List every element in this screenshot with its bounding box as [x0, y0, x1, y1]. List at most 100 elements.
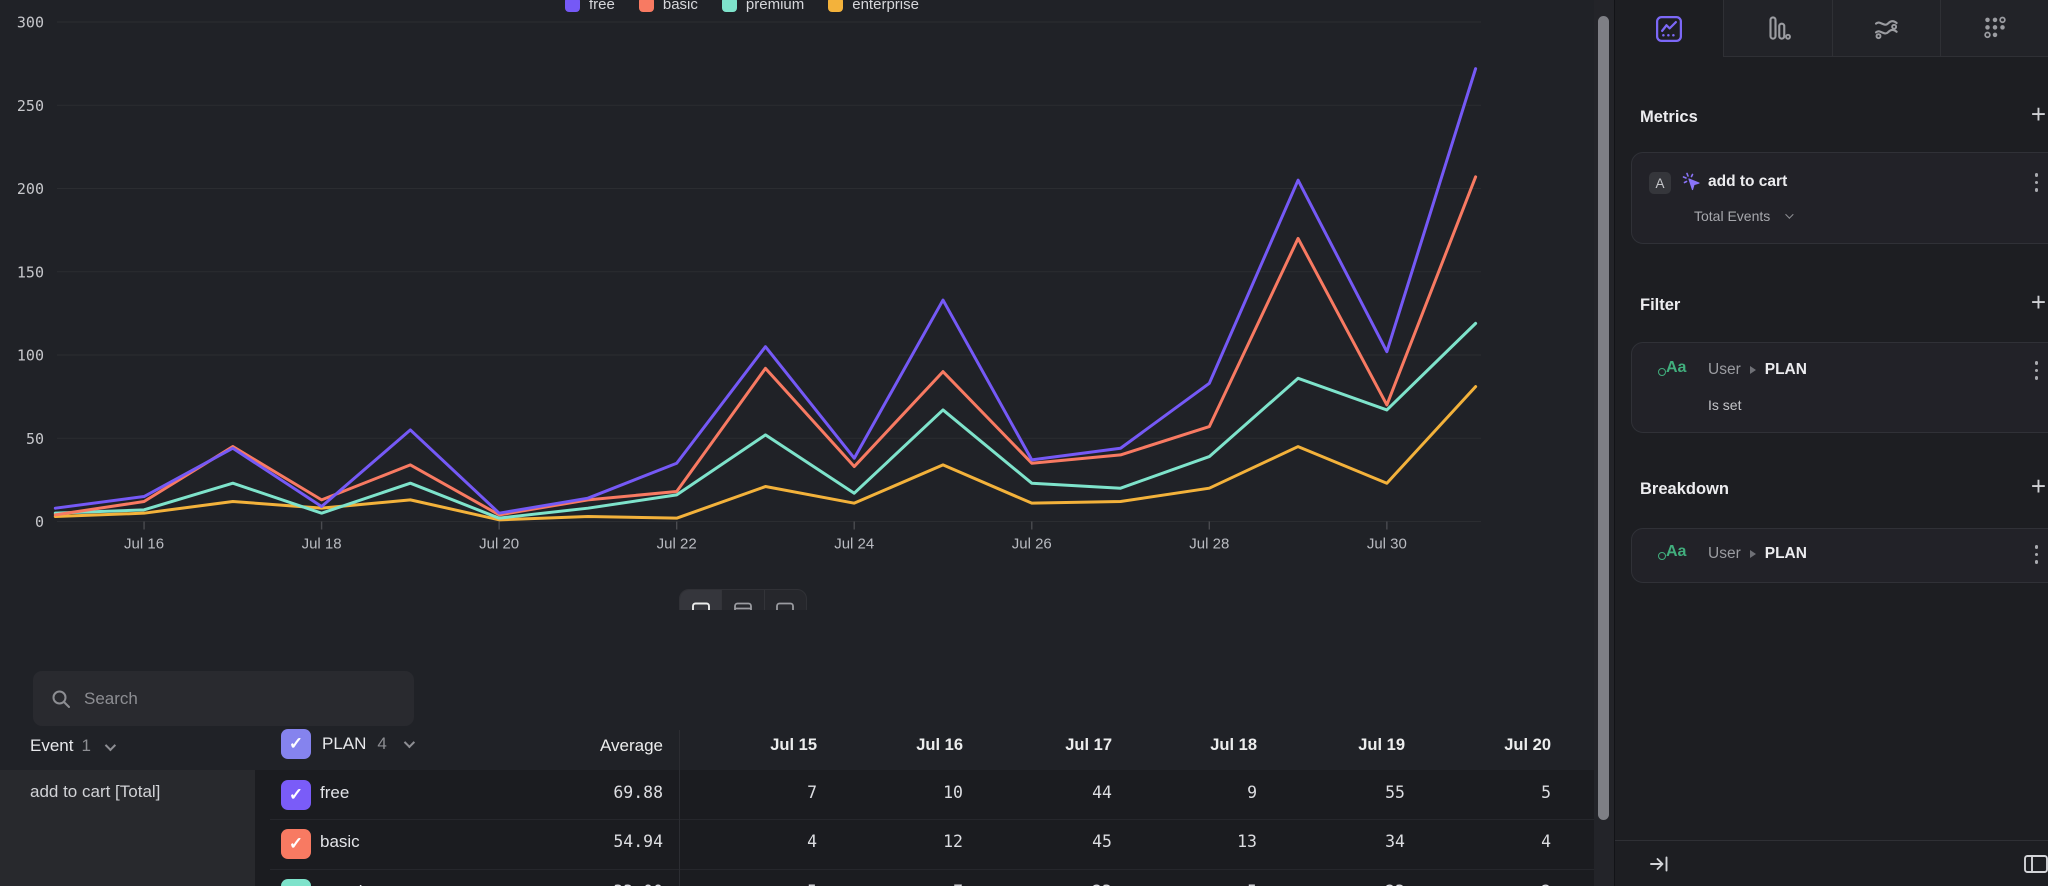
filter-menu-button[interactable] [2034, 361, 2038, 380]
plan-name: basic [320, 832, 360, 852]
layout-bottom-button[interactable] [765, 590, 806, 610]
series-line-premium[interactable] [53, 321, 1478, 520]
filter-property-name: PLAN [1764, 361, 1807, 378]
table-row-basic[interactable]: ✓ basic 54.94 4 12 45 13 34 4 [255, 819, 1594, 868]
filter-property[interactable]: User PLAN [1708, 361, 1807, 379]
cell-value: 12 [943, 832, 963, 852]
breakdown-menu-button[interactable] [2034, 545, 2038, 564]
cell-value: 34 [1385, 832, 1405, 852]
series-line-enterprise[interactable] [53, 385, 1478, 522]
date-column-header[interactable]: Jul 17 [1065, 736, 1112, 754]
row-divider [270, 868, 1594, 870]
search-input[interactable]: Search [33, 671, 414, 726]
plan-name: premium [320, 882, 386, 886]
average-column-header[interactable]: Average [599, 736, 663, 755]
chart-section: free basic premium enterprise 0 50 100 150 200 2… [0, 0, 1594, 610]
plan-row-checkbox[interactable]: ✓ [281, 780, 311, 810]
legend-item-enterprise[interactable]: enterprise [828, 0, 919, 13]
cell-value: 23 [1295, 882, 1405, 886]
metric-card[interactable]: A add to cart Total Events [1631, 152, 2048, 244]
legend-chip [565, 0, 580, 12]
plan-label: PLAN [322, 734, 367, 753]
tab-line-chart[interactable] [1615, 0, 1724, 57]
layout-split-button[interactable] [680, 590, 723, 610]
breakdown-card[interactable]: Aa User PLAN [1631, 528, 2048, 583]
legend-item-free[interactable]: free [565, 0, 615, 13]
layout-toggle [679, 589, 807, 610]
table-row-free[interactable]: ✓ free 69.88 7 10 44 9 55 5 [255, 770, 1594, 819]
split-horizontal-icon [691, 602, 710, 610]
event-dropdown[interactable]: Event 1 [30, 736, 117, 756]
cell-value: 7 [853, 882, 963, 886]
layout-columns-icon[interactable] [2023, 852, 2048, 876]
plan-dropdown[interactable]: ✓ PLAN 4 [281, 729, 415, 759]
legend-label: enterprise [852, 0, 919, 13]
string-property-icon: Aa [1657, 543, 1687, 560]
cell-value: 4 [1541, 832, 1551, 852]
event-total-label: add to cart [Total] [30, 782, 161, 801]
add-filter-button[interactable]: + [2030, 287, 2046, 317]
date-column-header[interactable]: Jul 15 [770, 736, 817, 754]
event-count: 1 [81, 736, 91, 755]
table-body: add to cart [Total] ✓ free 69.88 7 10 44 9 55 5 ✓… [0, 770, 1594, 886]
filter-condition[interactable]: Is set [1708, 397, 1742, 413]
y-axis-label: 250 [17, 97, 44, 115]
breakdown-entity: User [1708, 545, 1741, 562]
table-row-premium[interactable]: ✓ premium 33.00 5 7 23 5 23 2 [255, 868, 1594, 886]
series-line-free[interactable] [53, 67, 1478, 515]
event-total-cell[interactable]: add to cart [Total] [0, 770, 255, 886]
flows-icon [1875, 20, 1899, 40]
line-chart[interactable]: 0 50 100 150 200 250 300 Jul 16 Jul 18 Jul 20 Jul … [0, 0, 1594, 562]
x-axis-label: Jul 28 [1189, 536, 1229, 553]
date-column-header[interactable]: Jul 18 [1210, 736, 1257, 754]
x-axis-label: Jul 22 [657, 536, 697, 553]
metric-event-name: add to cart [1708, 173, 1788, 190]
breakdown-property[interactable]: User PLAN [1708, 545, 1807, 563]
cell-value: 4 [807, 832, 817, 852]
date-column-header[interactable]: Jul 16 [916, 736, 963, 754]
event-click-icon [1682, 172, 1700, 191]
legend-chip [638, 0, 654, 12]
plan-row-checkbox[interactable]: ✓ [281, 829, 311, 860]
row-divider [270, 819, 1594, 821]
x-axis-label: Jul 18 [302, 536, 342, 553]
cell-value: 55 [1385, 783, 1405, 802]
legend-label: premium [745, 0, 805, 13]
scrollbar-thumb[interactable] [1598, 16, 1609, 820]
legend-item-premium[interactable]: premium [721, 0, 805, 13]
metric-menu-button[interactable] [2034, 173, 2038, 192]
tab-bar-chart[interactable] [1723, 0, 1833, 57]
collapse-panel-icon[interactable] [1647, 852, 1671, 876]
average-column-divider [679, 770, 680, 886]
y-axis-label: 0 [35, 513, 44, 531]
x-axis-label: Jul 16 [124, 536, 164, 553]
series-line-basic[interactable] [53, 175, 1478, 517]
metrics-title: Metrics [1640, 108, 1698, 126]
legend-chip [828, 0, 844, 12]
date-column-header[interactable]: Jul 20 [1504, 736, 1551, 754]
layout-top-button[interactable] [722, 590, 765, 610]
tab-flows[interactable] [1832, 0, 1942, 57]
cell-value: 13 [1237, 832, 1257, 852]
caret-right-icon [1749, 366, 1756, 374]
cell-value: 2 [1441, 882, 1551, 886]
add-breakdown-button[interactable]: + [2030, 471, 2046, 501]
string-property-icon: Aa [1657, 359, 1687, 376]
plan-checkbox[interactable]: ✓ [281, 729, 311, 759]
date-column-header[interactable]: Jul 19 [1358, 736, 1405, 754]
line-chart-icon [1655, 15, 1682, 42]
legend-label: basic [662, 0, 698, 13]
filter-card[interactable]: Aa User PLAN Is set [1631, 342, 2048, 433]
aggregation-dropdown[interactable]: Total Events [1694, 208, 1794, 224]
cell-value: 5 [1541, 783, 1551, 802]
cell-value: 5 [707, 882, 817, 886]
add-metric-button[interactable]: + [2030, 99, 2046, 129]
legend-item-basic[interactable]: basic [638, 0, 698, 13]
cell-value: 23 [1002, 882, 1112, 886]
plan-name: free [320, 783, 350, 802]
tab-more-charts[interactable] [1941, 0, 2048, 57]
plan-row-checkbox[interactable]: ✓ [281, 878, 311, 886]
cell-value: 45 [1092, 832, 1112, 852]
y-axis-label: 150 [17, 263, 44, 281]
